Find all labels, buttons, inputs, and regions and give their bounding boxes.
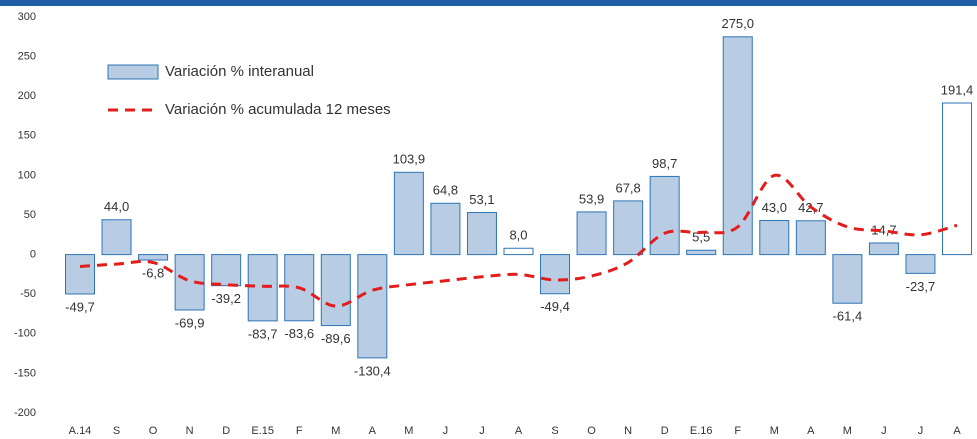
value-label: 8,0 [509,228,527,243]
bar [65,254,95,295]
x-tick-label: A [953,425,961,437]
x-tick-label: M [843,425,852,437]
line [79,173,958,308]
header-band [0,0,977,6]
value-label: 103,9 [393,152,426,167]
x-tick-label: D [222,425,230,437]
bar [686,249,717,256]
bar [393,171,424,256]
bar [832,254,863,304]
value-label: -83,7 [248,326,278,341]
x-tick-label: D [661,425,669,437]
x-tick-label: J [881,425,887,437]
y-tick-label: -150 [14,367,36,379]
value-label: -130,4 [354,363,391,378]
value-label: 53,9 [579,191,604,206]
value-label: 14,7 [871,222,896,237]
value-label: -89,6 [321,331,351,346]
bar [540,254,571,295]
y-tick-label: 200 [18,90,36,102]
x-tick-label: A [369,425,377,437]
x-tick-label: A.14 [69,425,92,437]
x-tick-label: E.16 [690,425,713,437]
bar [759,220,790,256]
value-label: -49,7 [65,299,95,314]
y-tick-label: 50 [24,209,36,221]
value-label: 43,0 [762,200,787,215]
bar [430,202,461,256]
bar [138,254,169,261]
bar [466,212,497,256]
x-tick-label: J [443,425,449,437]
bar [905,254,936,274]
value-label: -49,4 [540,299,570,314]
bar [503,247,534,256]
x-tick-label: M [331,425,340,437]
value-label: 64,8 [433,183,458,198]
legend-label: Variación % acumulada 12 meses [165,101,391,118]
bar [576,211,607,256]
value-label: 67,8 [615,180,640,195]
x-tick-label: S [113,425,120,437]
value-label: 98,7 [652,156,677,171]
y-tick-label: 100 [18,169,36,181]
x-tick-label: J [479,425,485,437]
y-tick-label: 250 [18,51,36,63]
y-tick-label: 300 [18,11,36,23]
legend-swatch [107,64,159,80]
x-tick-label: F [734,425,741,437]
value-label: -6,8 [142,265,164,280]
y-tick-label: 150 [18,130,36,142]
x-tick-label: M [770,425,779,437]
y-tick-label: -100 [14,328,36,340]
bar [320,254,351,327]
value-label: -61,4 [833,309,863,324]
x-tick-label: N [186,425,194,437]
x-tick-label: J [918,425,924,437]
bar [649,175,680,256]
value-label: -23,7 [906,279,936,294]
bar [722,36,753,256]
x-tick-label: N [624,425,632,437]
bar [101,219,132,256]
x-tick-label: O [149,425,158,437]
legend-label: Variación % interanual [165,63,314,80]
value-label: 275,0 [721,16,754,31]
bar [795,220,826,256]
x-tick-label: M [404,425,413,437]
x-tick-label: E.15 [251,425,274,437]
x-tick-label: O [587,425,596,437]
value-label: 191,4 [941,82,974,97]
value-label: -39,2 [211,291,241,306]
y-tick-label: 0 [30,249,36,261]
x-tick-label: F [296,425,303,437]
x-tick-label: A [807,425,815,437]
bar [868,242,899,256]
y-tick-label: -200 [14,407,36,419]
x-tick-label: A [515,425,523,437]
value-label: -69,9 [175,315,205,330]
value-label: 53,1 [469,192,494,207]
value-label: -83,6 [284,326,314,341]
bar [357,254,388,359]
value-label: 44,0 [104,199,129,214]
bar [211,254,242,287]
x-tick-label: S [551,425,558,437]
bar [613,200,644,256]
bar [942,102,972,256]
y-tick-label: -50 [20,288,36,300]
